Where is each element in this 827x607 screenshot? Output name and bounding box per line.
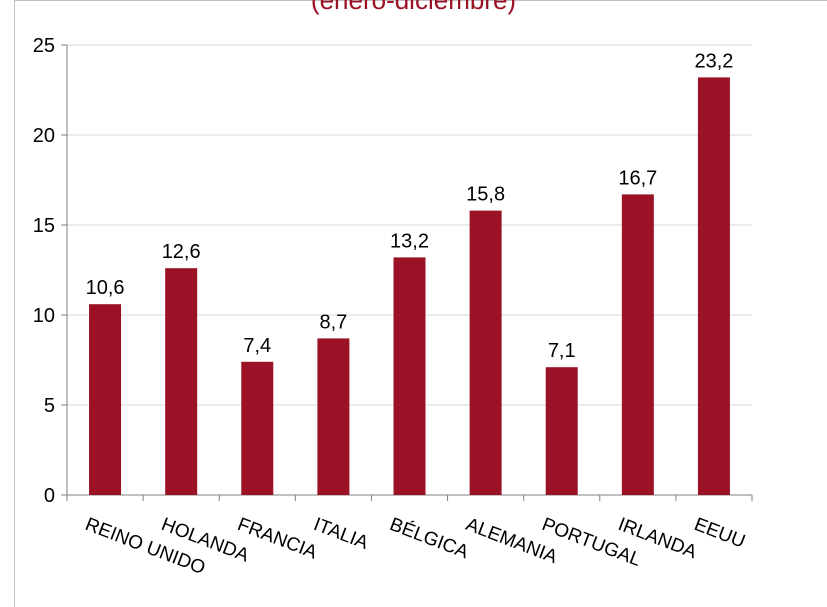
y-axis-ticks: 0 5 10 15 20 25 — [33, 35, 67, 507]
bar — [621, 194, 654, 495]
data-label: 16,7 — [618, 167, 657, 189]
bar — [469, 210, 502, 495]
data-label: 7,1 — [548, 340, 576, 362]
bar — [165, 268, 198, 495]
x-category-label: ITALIA — [311, 514, 372, 554]
bar — [393, 257, 426, 495]
data-label: 23,2 — [694, 50, 733, 72]
bars — [89, 77, 730, 496]
bar — [697, 77, 730, 496]
chart-frame — [14, 0, 827, 607]
data-label: 15,8 — [466, 184, 505, 206]
x-category-label: BÉLGICA — [387, 514, 472, 563]
data-labels: 10,6 12,6 7,4 8,7 13,2 15,8 7,1 16,7 23,2 — [86, 50, 734, 362]
x-category-label: EEUU — [691, 514, 748, 553]
data-label: 8,7 — [319, 311, 347, 333]
y-tick-label: 25 — [33, 35, 55, 57]
chart-subtitle: (enero-diciembre) — [310, 0, 517, 15]
y-tick-label: 15 — [33, 215, 55, 237]
y-tick-label: 5 — [44, 395, 55, 417]
bar — [545, 367, 578, 495]
data-label: 10,6 — [86, 277, 125, 299]
bar — [89, 304, 122, 495]
data-label: 12,6 — [162, 241, 201, 263]
bar — [317, 338, 350, 495]
y-tick-label: 20 — [33, 125, 55, 147]
data-label: 13,2 — [390, 230, 429, 252]
bar — [241, 361, 274, 495]
y-tick-label: 10 — [33, 305, 55, 327]
data-label: 7,4 — [243, 335, 271, 357]
y-tick-label: 0 — [44, 485, 55, 507]
